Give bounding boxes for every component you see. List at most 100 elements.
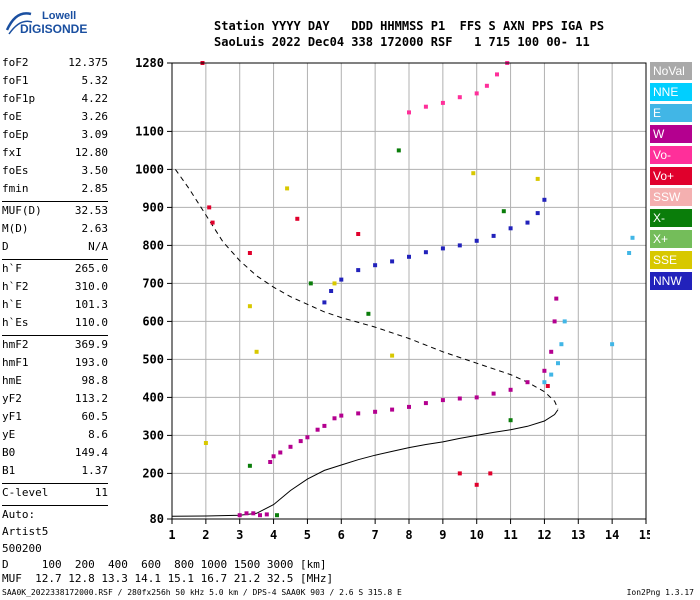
echo-point (545, 384, 550, 388)
echo-point (285, 186, 290, 191)
x-tick-label: 12 (537, 528, 551, 542)
param-name: C-level (2, 486, 49, 499)
param-row: C-level 11 (2, 486, 108, 504)
echo-point (407, 254, 411, 259)
echo-point (491, 391, 496, 396)
param-divider (2, 483, 108, 484)
echo-point (562, 319, 567, 324)
echo-point (508, 387, 513, 392)
y-tick-label: 1000 (135, 162, 164, 176)
echo-point (247, 251, 252, 255)
echo-point (457, 243, 462, 248)
param-row: MUF(D) 32.53 (2, 204, 108, 222)
y-tick-label: 400 (142, 390, 164, 404)
param-value: 11 (94, 486, 108, 499)
param-name: foEs (2, 164, 29, 177)
echo-point (203, 441, 208, 445)
param-name: hmF2 (2, 338, 29, 351)
param-name: fxI (2, 146, 22, 159)
ionogram-chart: 1 2 3 4 5 6 7 8 9 10 11 12 13 14 158020030040050060070… (135, 56, 650, 542)
echo-point (630, 235, 635, 240)
param-value: 2.85 (81, 182, 109, 195)
x-tick-label: 7 (372, 528, 379, 542)
param-row: B0 149.4 (2, 446, 108, 464)
param-value: 110.0 (74, 316, 108, 329)
legend-item-e: E (650, 104, 692, 122)
param-name: yF2 (2, 392, 22, 405)
param-row: D N/A (2, 240, 108, 258)
echo-point (552, 319, 557, 324)
legend-item-x-: X+ (650, 230, 692, 248)
param-value: 5.32 (81, 74, 109, 87)
autoscale-note: Auto: (2, 508, 36, 521)
echo-point (298, 439, 303, 444)
param-name: B0 (2, 446, 16, 459)
plot-border (171, 62, 647, 520)
param-value: 3.09 (81, 128, 109, 141)
echo-point (549, 372, 554, 377)
logo-text-digisonde: DIGISONDE (20, 22, 88, 36)
true-height-profile-curve (171, 409, 559, 517)
param-value: 113.2 (74, 392, 108, 405)
param-name: foE (2, 110, 22, 123)
autoscale-note: Artist5 (2, 525, 49, 538)
echo-point (423, 104, 428, 109)
y-tick-label: 900 (142, 200, 164, 214)
x-tick-label: 13 (571, 528, 585, 542)
x-tick-label: 1 (168, 528, 175, 542)
param-name: yF1 (2, 410, 22, 423)
echo-point (366, 311, 371, 316)
echo-point (275, 513, 279, 518)
echo-point (339, 277, 344, 282)
y-tick-label: 80 (150, 512, 164, 526)
echo-point (474, 91, 479, 96)
echo-point (322, 300, 327, 305)
echo-point (484, 83, 489, 88)
x-tick-label: 2 (202, 528, 209, 542)
echo-point (308, 281, 313, 286)
echo-point (542, 197, 547, 202)
echo-point (207, 205, 212, 210)
param-row: yF1 60.5 (2, 410, 108, 428)
echo-point (356, 268, 361, 273)
param-value: 8.6 (88, 428, 108, 441)
echo-point (501, 209, 506, 214)
param-row: foE 3.26 (2, 110, 108, 128)
x-tick-label: 14 (605, 528, 619, 542)
param-row: foEs 3.50 (2, 164, 108, 182)
param-row: h`F2 310.0 (2, 280, 108, 298)
param-name: MUF(D) (2, 204, 42, 217)
param-row: fxI 12.80 (2, 146, 108, 164)
param-value: 310.0 (74, 280, 108, 293)
param-value: N/A (88, 240, 108, 253)
legend-item-w: W (650, 125, 692, 143)
echo-point (440, 398, 445, 403)
param-divider (2, 201, 108, 202)
echo-point (535, 176, 540, 181)
echo-point (247, 304, 252, 309)
param-row: h`E 101.3 (2, 298, 108, 316)
param-value: 98.8 (81, 374, 109, 387)
echo-point (471, 171, 476, 176)
echo-point (474, 482, 479, 487)
param-name: hmE (2, 374, 22, 387)
echo-point (264, 512, 269, 517)
muf-table: D 100 200 400 600 800 1000 1500 3000 [km… (2, 558, 333, 586)
echo-point (542, 368, 547, 373)
profile-dashed-curve (174, 169, 559, 410)
echo-point (305, 435, 310, 440)
param-name: h`E (2, 298, 22, 311)
y-tick-label: 1280 (135, 56, 164, 70)
muf-value-row: MUF 12.7 12.8 13.3 14.1 15.1 16.7 21.2 3… (2, 572, 334, 585)
echo-point (295, 216, 300, 221)
param-divider (2, 259, 108, 260)
echo-point (491, 233, 496, 238)
param-row: h`Es 110.0 (2, 316, 108, 334)
echo-point (247, 463, 252, 468)
header-line-2: SaoLuis 2022 Dec04 338 172000 RSF 1 715 … (214, 35, 590, 49)
param-divider (2, 335, 108, 336)
x-tick-label: 15 (639, 528, 650, 542)
y-tick-label: 300 (142, 428, 164, 442)
lowell-digisonde-logo: Lowell DIGISONDE (4, 6, 114, 46)
echo-point (554, 296, 559, 301)
